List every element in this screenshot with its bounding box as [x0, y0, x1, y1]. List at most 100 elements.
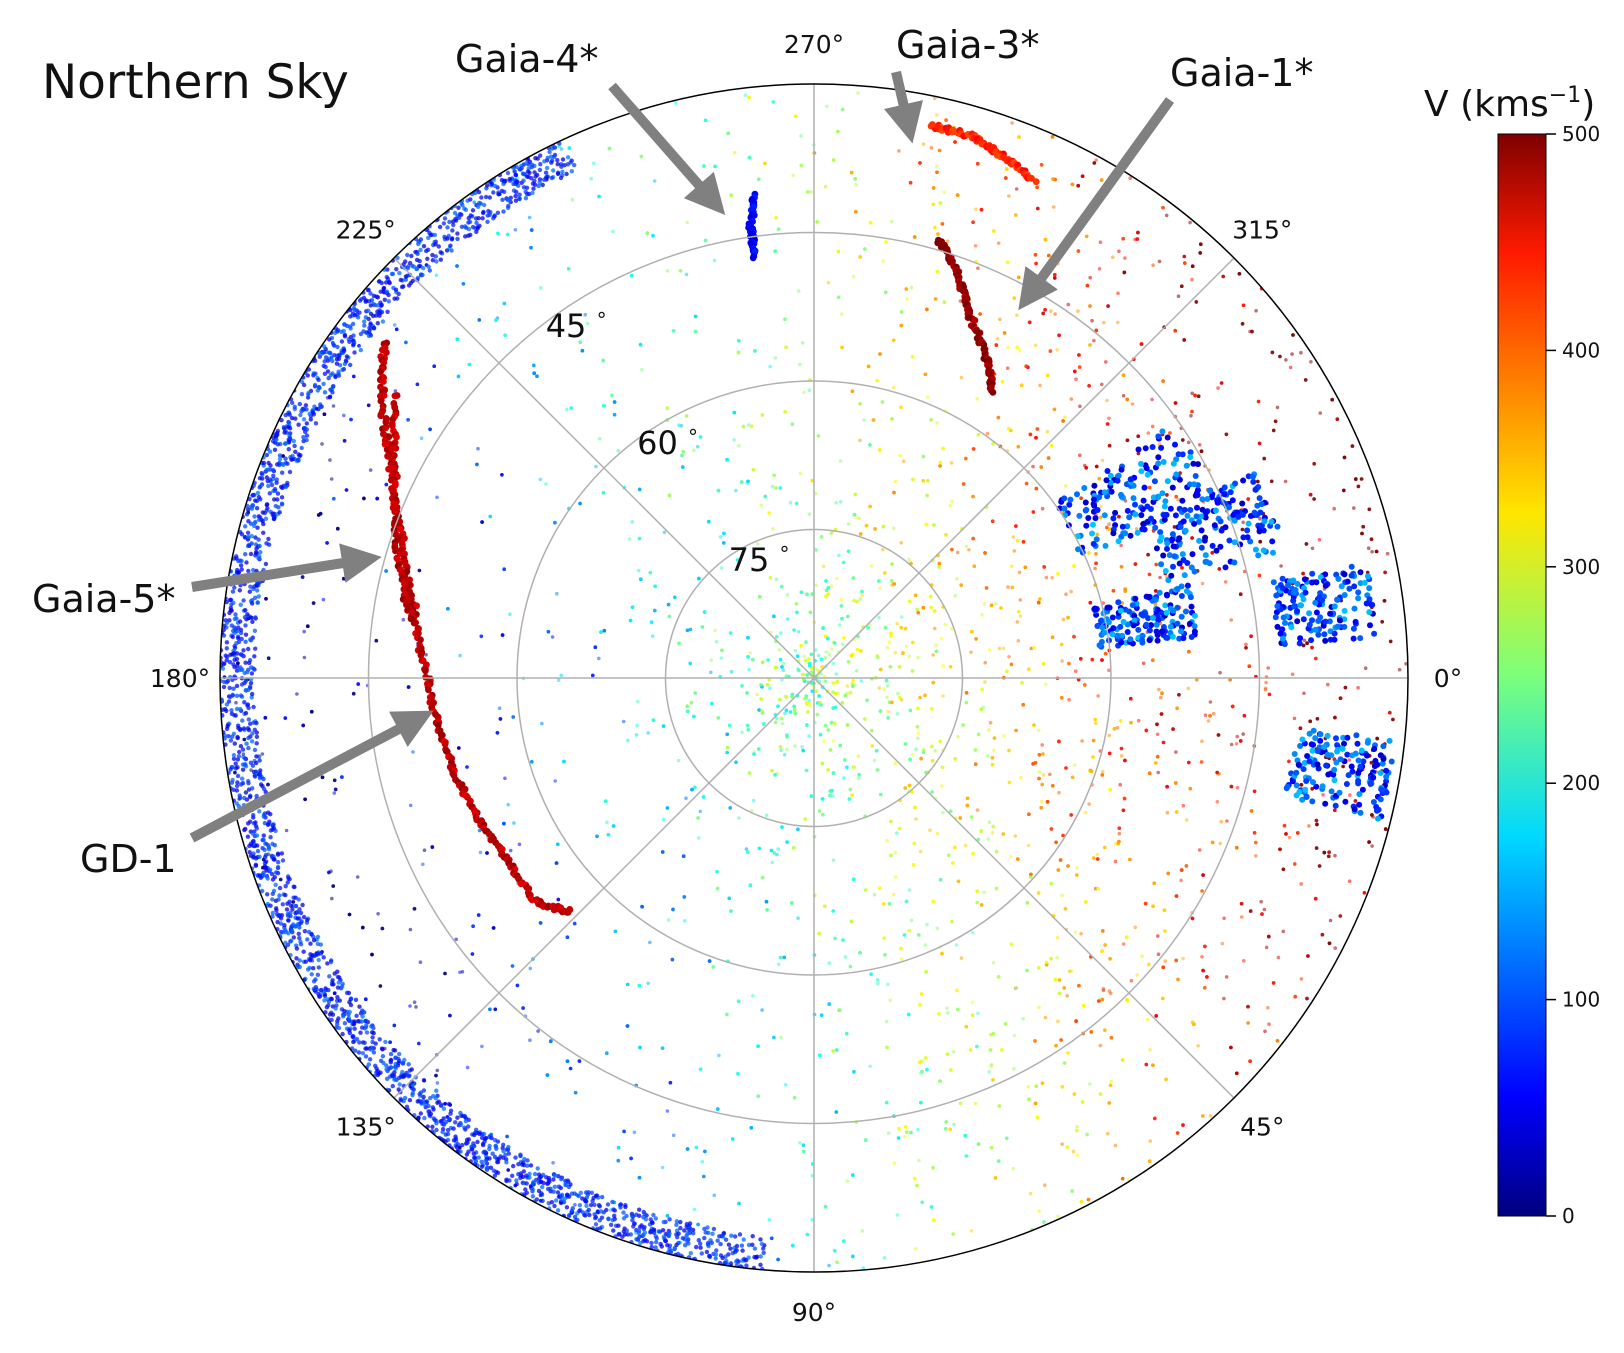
- star-point: [1011, 1166, 1016, 1171]
- star-point: [964, 456, 968, 461]
- star-point: [530, 760, 534, 764]
- star-point: [1246, 497, 1250, 501]
- star-point: [1087, 551, 1091, 555]
- star-point: [1175, 1131, 1180, 1135]
- star-point: [948, 1127, 953, 1132]
- star-point: [944, 533, 948, 537]
- star-point: [931, 653, 935, 657]
- star-point: [831, 909, 835, 913]
- star-point: [1327, 850, 1331, 854]
- star-point: [907, 928, 911, 933]
- star-point: [1196, 1044, 1200, 1048]
- star-point: [984, 586, 989, 590]
- star-point: [1087, 802, 1091, 806]
- star-point: [1037, 966, 1041, 970]
- star-point: [1038, 383, 1042, 388]
- star-point: [1254, 840, 1258, 845]
- star-point: [660, 850, 665, 854]
- star-point: [846, 549, 851, 553]
- star-point: [910, 669, 915, 673]
- star-point: [502, 301, 507, 306]
- star-point: [1201, 968, 1205, 973]
- star-point: [422, 848, 427, 852]
- star-point: [1200, 739, 1204, 744]
- star-point: [1126, 1177, 1131, 1181]
- star-point: [613, 929, 618, 934]
- star-point: [1174, 750, 1178, 754]
- star-point: [858, 401, 862, 406]
- star-point: [994, 849, 999, 854]
- star-point: [1011, 535, 1016, 539]
- star-point: [1039, 805, 1043, 810]
- star-point: [1053, 273, 1057, 277]
- star-point: [897, 826, 902, 831]
- star-point: [925, 395, 930, 399]
- star-point: [803, 658, 808, 663]
- star-point: [990, 519, 995, 523]
- star-point: [1229, 618, 1233, 622]
- star-point: [1015, 538, 1020, 543]
- star-point: [1048, 349, 1053, 353]
- star-point: [1281, 867, 1286, 872]
- star-point: [637, 536, 642, 541]
- star-point: [976, 266, 980, 271]
- star-point: [1055, 956, 1059, 960]
- star-point: [1101, 988, 1106, 993]
- star-point: [1067, 697, 1071, 702]
- star-point: [1203, 713, 1208, 717]
- star-point: [791, 173, 795, 178]
- star-point: [332, 791, 337, 795]
- star-point: [320, 775, 325, 780]
- star-point: [634, 733, 639, 737]
- star-point: [1370, 813, 1374, 817]
- star-point: [1093, 721, 1098, 726]
- star-point: [898, 696, 902, 700]
- star-point: [435, 1081, 440, 1085]
- star-point: [913, 1246, 918, 1251]
- star-point: [835, 1260, 839, 1265]
- star-point: [1292, 716, 1297, 721]
- star-point: [782, 752, 787, 757]
- star-point: [553, 520, 557, 525]
- star-point: [792, 628, 796, 632]
- star-point: [907, 558, 911, 562]
- star-point: [342, 439, 347, 443]
- star-point: [953, 757, 957, 761]
- star-point: [330, 896, 334, 901]
- star-point: [1091, 856, 1096, 860]
- star-point: [1044, 960, 1049, 965]
- star-point: [1151, 263, 1155, 268]
- star-point: [956, 879, 961, 884]
- star-point: [987, 820, 992, 824]
- star-point: [233, 770, 237, 775]
- star-point: [877, 886, 882, 890]
- star-point: [746, 423, 751, 427]
- star-point: [412, 1000, 417, 1004]
- star-point: [1033, 253, 1038, 257]
- star-point: [863, 888, 868, 892]
- star-point: [498, 717, 503, 721]
- star-point: [1313, 896, 1318, 901]
- star-point: [727, 723, 732, 728]
- star-point: [752, 752, 756, 756]
- star-point: [852, 1070, 856, 1074]
- star-point: [756, 542, 760, 546]
- star-point: [1116, 320, 1120, 325]
- star-point: [851, 877, 856, 881]
- star-point: [1085, 283, 1090, 288]
- star-point: [905, 297, 910, 301]
- star-point: [1107, 416, 1111, 421]
- star-point: [662, 530, 667, 535]
- star-point: [1220, 941, 1225, 946]
- star-point: [1113, 842, 1118, 846]
- star-point: [1326, 682, 1330, 687]
- star-point: [798, 1141, 802, 1145]
- star-point: [1111, 589, 1116, 593]
- star-point: [1333, 853, 1337, 858]
- star-point: [878, 709, 883, 713]
- star-point: [899, 310, 904, 314]
- star-point: [911, 752, 915, 757]
- star-point: [589, 176, 593, 181]
- star-point: [321, 597, 326, 602]
- star-point: [1075, 1124, 1079, 1129]
